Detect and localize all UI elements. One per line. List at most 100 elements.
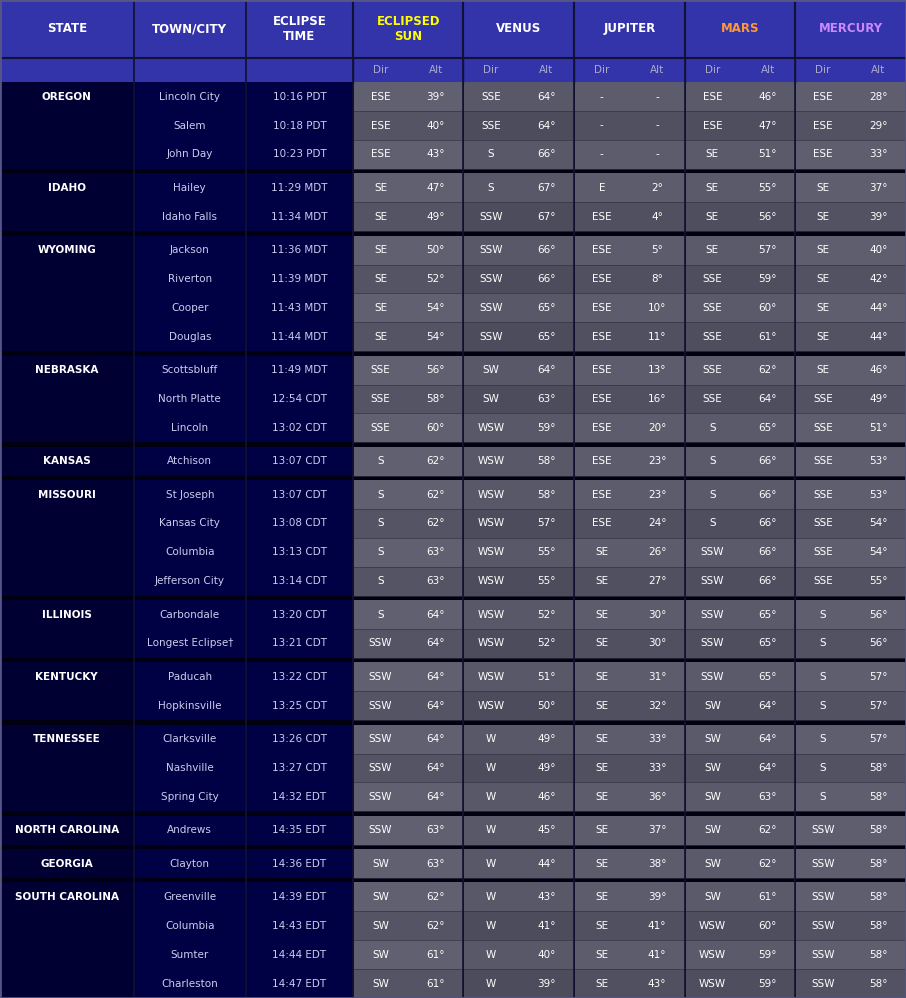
Text: 44°: 44° — [869, 331, 888, 341]
Text: 52°: 52° — [537, 610, 555, 620]
Text: 66°: 66° — [537, 150, 555, 160]
Text: 13:14 CDT: 13:14 CDT — [272, 576, 327, 586]
Text: 64°: 64° — [427, 762, 445, 772]
Polygon shape — [795, 969, 851, 998]
Polygon shape — [630, 629, 685, 658]
Polygon shape — [685, 82, 740, 111]
Text: SSW: SSW — [811, 892, 834, 902]
Text: ESE: ESE — [592, 331, 612, 341]
Text: 65°: 65° — [537, 331, 555, 341]
Text: 54°: 54° — [869, 547, 888, 557]
Text: 64°: 64° — [758, 394, 777, 404]
Polygon shape — [0, 58, 906, 82]
Polygon shape — [464, 600, 519, 629]
Text: Scottsbluff: Scottsbluff — [161, 365, 218, 375]
Text: Dir: Dir — [594, 65, 610, 75]
Text: IDAHO: IDAHO — [48, 183, 86, 193]
Polygon shape — [685, 849, 740, 878]
Polygon shape — [352, 663, 409, 692]
Polygon shape — [0, 232, 906, 236]
Polygon shape — [795, 692, 851, 721]
Text: Dir: Dir — [705, 65, 720, 75]
Polygon shape — [574, 815, 630, 844]
Polygon shape — [740, 911, 795, 940]
Polygon shape — [352, 413, 409, 442]
Polygon shape — [246, 322, 352, 351]
Polygon shape — [851, 969, 906, 998]
Polygon shape — [133, 111, 246, 140]
Text: SW: SW — [483, 394, 499, 404]
Polygon shape — [464, 849, 519, 878]
Polygon shape — [519, 140, 574, 169]
Polygon shape — [851, 111, 906, 140]
Text: 33°: 33° — [648, 735, 666, 745]
Text: SE: SE — [595, 950, 608, 960]
Text: 32°: 32° — [648, 701, 666, 711]
Text: 44°: 44° — [537, 858, 555, 868]
Text: 63°: 63° — [758, 791, 777, 801]
Text: 58°: 58° — [427, 394, 445, 404]
Text: SSW: SSW — [700, 610, 724, 620]
Text: S: S — [377, 610, 384, 620]
Polygon shape — [352, 815, 409, 844]
Polygon shape — [685, 663, 740, 692]
Text: SW: SW — [372, 950, 389, 960]
Text: 56°: 56° — [869, 639, 888, 649]
Polygon shape — [352, 911, 409, 940]
Polygon shape — [685, 969, 740, 998]
Polygon shape — [133, 969, 246, 998]
Polygon shape — [352, 203, 409, 232]
Text: 13:27 CDT: 13:27 CDT — [272, 762, 327, 772]
Text: 10:16 PDT: 10:16 PDT — [273, 92, 326, 102]
Polygon shape — [574, 509, 630, 538]
Text: SE: SE — [706, 150, 719, 160]
Polygon shape — [685, 815, 740, 844]
Text: W: W — [486, 762, 496, 772]
Text: Jefferson City: Jefferson City — [155, 576, 225, 586]
Text: 52°: 52° — [537, 639, 555, 649]
Text: SW: SW — [372, 892, 389, 902]
Polygon shape — [795, 849, 851, 878]
Polygon shape — [795, 203, 851, 232]
Text: S: S — [377, 576, 384, 586]
Text: 66°: 66° — [537, 246, 555, 255]
Polygon shape — [574, 264, 630, 293]
Polygon shape — [0, 384, 133, 413]
Text: STATE: STATE — [47, 22, 87, 35]
Text: ESE: ESE — [814, 150, 833, 160]
Polygon shape — [246, 447, 352, 476]
Text: -: - — [600, 150, 603, 160]
Text: SE: SE — [595, 892, 608, 902]
Polygon shape — [685, 692, 740, 721]
Text: SSE: SSE — [814, 518, 833, 529]
Text: 26°: 26° — [648, 547, 666, 557]
Text: 64°: 64° — [758, 701, 777, 711]
Text: 66°: 66° — [537, 274, 555, 284]
Text: 14:35 EDT: 14:35 EDT — [273, 825, 326, 835]
Text: 37°: 37° — [869, 183, 888, 193]
Polygon shape — [246, 725, 352, 753]
Text: SE: SE — [816, 274, 830, 284]
Polygon shape — [0, 753, 133, 782]
Text: 67°: 67° — [537, 183, 555, 193]
Polygon shape — [740, 322, 795, 351]
Text: SSW: SSW — [369, 672, 392, 682]
Polygon shape — [519, 815, 574, 844]
Polygon shape — [246, 567, 352, 596]
Polygon shape — [685, 567, 740, 596]
Polygon shape — [574, 725, 630, 753]
Text: 12:54 CDT: 12:54 CDT — [272, 394, 327, 404]
Text: 61°: 61° — [758, 331, 777, 341]
Polygon shape — [574, 413, 630, 442]
Text: 10°: 10° — [648, 302, 666, 312]
Text: 58°: 58° — [537, 490, 555, 500]
Polygon shape — [519, 882, 574, 911]
Text: SE: SE — [816, 246, 830, 255]
Polygon shape — [409, 725, 464, 753]
Text: 49°: 49° — [427, 212, 445, 222]
Polygon shape — [409, 567, 464, 596]
Text: SW: SW — [704, 858, 721, 868]
Text: VENUS: VENUS — [496, 22, 542, 35]
Text: S: S — [820, 639, 826, 649]
Text: 11:39 MDT: 11:39 MDT — [271, 274, 328, 284]
